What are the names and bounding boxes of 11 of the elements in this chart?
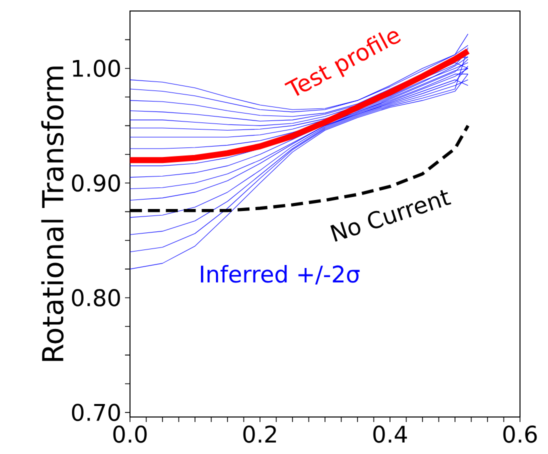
y-tick-label: 0.80	[72, 289, 120, 306]
y-axis-title: Rotational Transform	[41, 66, 64, 361]
y-tick-label: 0.70	[72, 404, 120, 422]
x-tick-label: 0.6	[503, 426, 537, 443]
x-tick-label: 0.4	[373, 426, 407, 443]
text: No Current	[330, 190, 452, 242]
x-tick-label: 0.2	[243, 426, 276, 443]
x-tick-label: 0.0	[113, 426, 147, 443]
y-tick-label: 1.00	[72, 60, 120, 78]
series-label: Inferred +/-2σ	[200, 265, 360, 285]
y-tick-label: 0.90	[72, 174, 120, 192]
